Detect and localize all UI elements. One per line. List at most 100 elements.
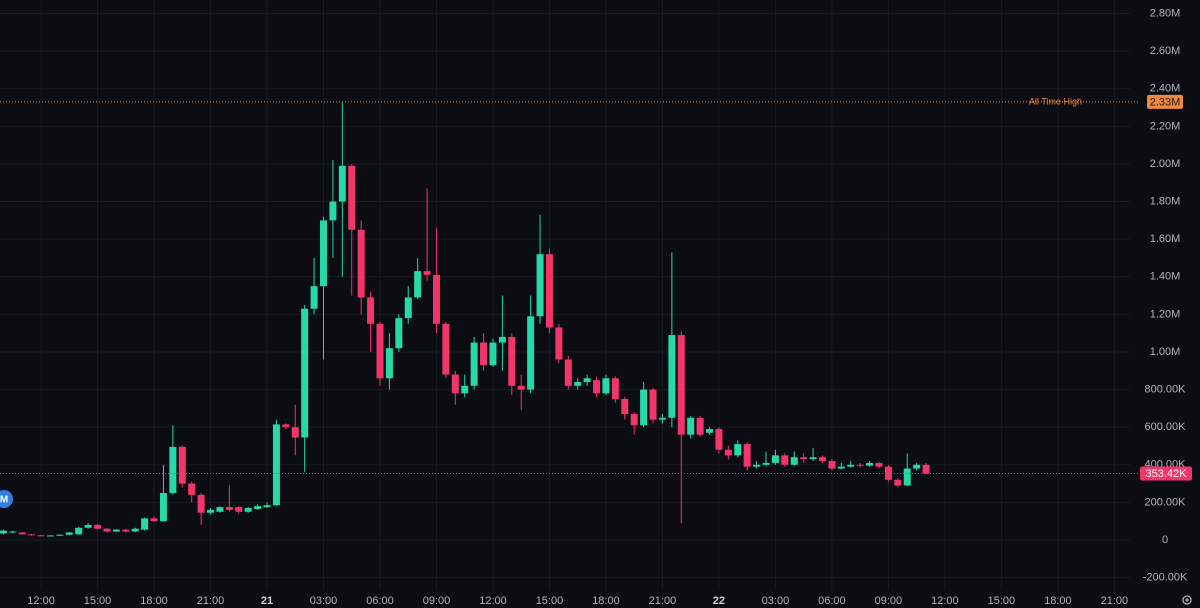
candle-body [602,378,610,394]
candle-body [37,535,45,537]
y-tick-label: 1.80M [1150,195,1181,207]
candle-body [574,382,582,386]
ath-tag [1147,94,1183,109]
candle-body [564,359,572,386]
candle-body [687,417,695,435]
candle-body [498,336,506,343]
candle-body [112,529,120,532]
candle-body [668,335,676,418]
settings-dot[interactable] [1185,598,1189,602]
candle-body [395,318,403,349]
candle-body [696,417,704,435]
x-tick-label: 06:00 [818,595,846,607]
candle-body [338,165,346,202]
grid [0,0,1130,590]
axes: -200.00K0200.00K400.00K600.00K800.00K1.0… [27,7,1192,607]
candle-body [461,385,469,394]
candle-body [527,316,535,390]
candle-body [658,417,666,420]
y-tick-label: 200.00K [1145,496,1187,508]
candle-body [18,532,26,535]
candle-body [734,444,742,456]
x-tick-label: 12:00 [27,595,55,607]
x-tick-label: 12:00 [479,595,507,607]
y-tick-label: 0 [1162,534,1168,546]
x-tick-label: 09:00 [875,595,903,607]
marker-icon [0,490,13,508]
candle-body [122,529,130,532]
candle-body [724,449,732,456]
candle-body [894,479,902,486]
candle-body [282,424,290,428]
y-tick-label: 600.00K [1145,421,1187,433]
candle-body [480,342,488,366]
candle-body [715,429,723,450]
candle-body [828,461,836,469]
candle-body [819,457,827,462]
candle-body [706,429,714,433]
candle-body [56,534,64,536]
candle-body [376,323,384,379]
candle-body [545,254,553,328]
candle-body [790,457,798,465]
candle-body [188,483,196,495]
candle-body [847,464,855,467]
candle-body [809,457,817,460]
candle-body [555,327,563,360]
y-tick-label: 1.20M [1150,308,1181,320]
candle-body [216,507,224,512]
x-tick-label: 15:00 [988,595,1016,607]
x-tick-label: 15:00 [84,595,112,607]
candle-body [404,297,412,319]
candle-body [385,348,393,379]
candle-body [800,457,808,460]
candle-body [922,464,930,474]
candle-body [451,374,459,394]
ath-tag-label: 2.33M [1150,96,1181,108]
settings-icon[interactable] [1182,595,1192,605]
candle-body [254,506,262,509]
candle-body [432,274,440,324]
candle-body [630,414,638,426]
candle-body [197,494,205,513]
candle-body [310,286,318,309]
candle-body [244,508,252,512]
candle-body [178,446,186,484]
x-tick-label: 21:00 [197,595,225,607]
candle-body [131,528,139,532]
candle-body [866,462,874,466]
candle-body [367,297,375,324]
candle-body [470,342,478,386]
x-tick-label: 03:00 [762,595,790,607]
x-tick-label: 22 [713,595,725,607]
candle-body [442,323,450,375]
candle-body [771,455,779,463]
settings-ring[interactable] [1182,595,1192,605]
candle-body [235,507,243,512]
candle-body [743,444,751,467]
y-tick-label: 2.80M [1150,7,1181,19]
candle-body [9,531,17,533]
candle-body [225,507,233,510]
x-tick-label: 21:00 [1101,595,1129,607]
candle-body [489,342,497,366]
candle-body [583,378,591,383]
last-price-tag [1140,466,1192,481]
x-tick-label: 18:00 [592,595,620,607]
candle-body [272,424,280,506]
candle-body [875,462,883,467]
candle-body [84,524,92,528]
candle-body [913,464,921,469]
x-tick-label: 21:00 [649,595,677,607]
candle-body [423,271,431,275]
candle-body [517,385,525,390]
y-tick-label: 1.00M [1150,346,1181,358]
candle-body [348,165,356,230]
candle-body [159,492,167,522]
candle-body [141,518,149,530]
x-tick-label: 18:00 [1044,595,1072,607]
candle-body [28,534,36,536]
y-tick-label: 2.20M [1150,120,1181,132]
